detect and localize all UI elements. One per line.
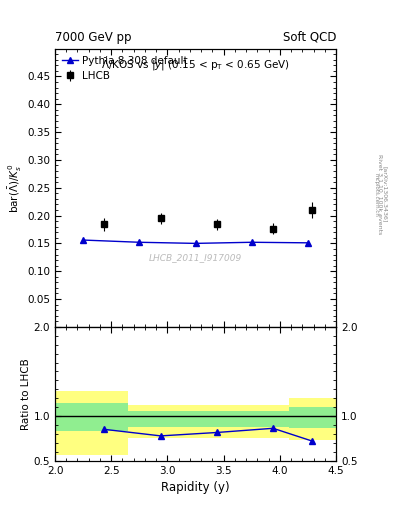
Pythia 8.308 default: [193, 240, 198, 246]
Y-axis label: bar($\bar{\Lambda}$)/$K_s^0$: bar($\bar{\Lambda}$)/$K_s^0$: [7, 163, 24, 212]
Y-axis label: Ratio to LHCB: Ratio to LHCB: [21, 358, 31, 430]
Text: [arXiv:1306.3436]: [arXiv:1306.3436]: [382, 166, 387, 223]
Text: $\bar{\Lambda}$/KOS vs $|y|$ (0.15 < p$_\mathsf{T}$ < 0.65 GeV): $\bar{\Lambda}$/KOS vs $|y|$ (0.15 < p$_…: [101, 57, 290, 73]
Line: Pythia 8.308 default: Pythia 8.308 default: [80, 237, 311, 246]
Pythia 8.308 default: [306, 240, 310, 246]
Text: 7000 GeV pp: 7000 GeV pp: [55, 31, 132, 44]
Legend: Pythia 8.308 default, LHCB: Pythia 8.308 default, LHCB: [60, 54, 190, 83]
Pythia 8.308 default: [250, 239, 254, 245]
Text: Rivet 3.1.10, 100k events: Rivet 3.1.10, 100k events: [377, 155, 382, 234]
Text: Soft QCD: Soft QCD: [283, 31, 336, 44]
Pythia 8.308 default: [137, 239, 142, 245]
Text: LHCB_2011_I917009: LHCB_2011_I917009: [149, 253, 242, 262]
Pythia 8.308 default: [81, 237, 86, 243]
X-axis label: Rapidity (y): Rapidity (y): [161, 481, 230, 494]
Text: mcplots.cern.ch: mcplots.cern.ch: [374, 173, 378, 217]
